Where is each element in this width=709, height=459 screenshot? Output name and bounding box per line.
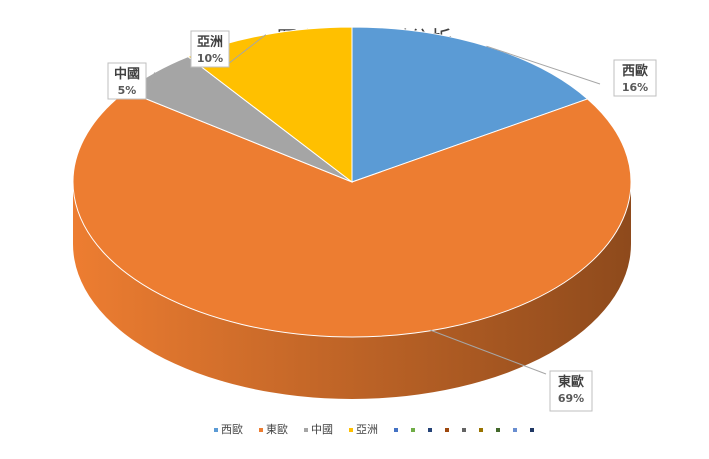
legend-marker-empty xyxy=(394,428,398,432)
data-label-value: 10% xyxy=(197,52,223,65)
legend-marker-empty xyxy=(479,428,483,432)
legend: 西歐 東歐 中國 亞洲 xyxy=(214,422,534,436)
leader-line-e4b8ade59c8b xyxy=(145,72,156,93)
data-label-box-e8a5bfe6ad90 xyxy=(613,59,657,97)
legend-label-e69db1e6ad90: 東歐 xyxy=(266,422,288,436)
pie-side-e69db1e6ad90 xyxy=(73,182,631,399)
legend-marker-e8a5bfe6ad90 xyxy=(214,428,218,432)
data-label-box-e4b8ade59c8b xyxy=(107,62,147,100)
legend-marker-e69db1e6ad90 xyxy=(259,428,263,432)
leader-line-e8a5bfe6ad90 xyxy=(486,45,601,85)
data-labels: 西歐 16% 東歐 69% 中國 5% 亞洲 10% xyxy=(107,30,657,412)
legend-marker-empty xyxy=(462,428,466,432)
data-label-name: 亞洲 xyxy=(197,35,223,50)
data-label-name: 西歐 xyxy=(622,63,648,79)
data-label-box-e69db1e6ad90 xyxy=(549,370,593,412)
data-label-value: 5% xyxy=(118,84,137,97)
legend-marker-empty xyxy=(411,428,415,432)
data-label-box-e4ba9ee6b4b2 xyxy=(190,30,230,68)
data-label-value: 16% xyxy=(622,81,648,94)
legend-label-e8a5bfe6ad90: 西歐 xyxy=(221,422,243,436)
legend-label-e4ba9ee6b4b2: 亞洲 xyxy=(356,423,378,436)
data-label-name: 東歐 xyxy=(558,374,584,390)
legend-marker-empty xyxy=(496,428,500,432)
pie-slice-e8a5bfe6ad90 xyxy=(351,26,589,183)
data-label-value: 69% xyxy=(558,392,584,405)
legend-marker-empty xyxy=(513,428,517,432)
pie-slice-e69db1e6ad90 xyxy=(72,90,632,338)
legend-marker-empty xyxy=(530,428,534,432)
leader-line-e69db1e6ad90 xyxy=(429,329,547,375)
legend-marker-e4b8ade59c8b xyxy=(304,428,308,432)
leader-line-e4ba9ee6b4b2 xyxy=(227,34,267,65)
legend-label-e4b8ade59c8b: 中國 xyxy=(311,423,333,436)
data-label-name: 中國 xyxy=(114,66,140,82)
pie-slices xyxy=(72,26,632,338)
leader-lines xyxy=(145,34,601,375)
legend-marker-empty xyxy=(445,428,449,432)
pie-sides xyxy=(73,182,631,399)
legend-marker-e4ba9ee6b4b2 xyxy=(349,428,353,432)
legend-marker-empty xyxy=(428,428,432,432)
